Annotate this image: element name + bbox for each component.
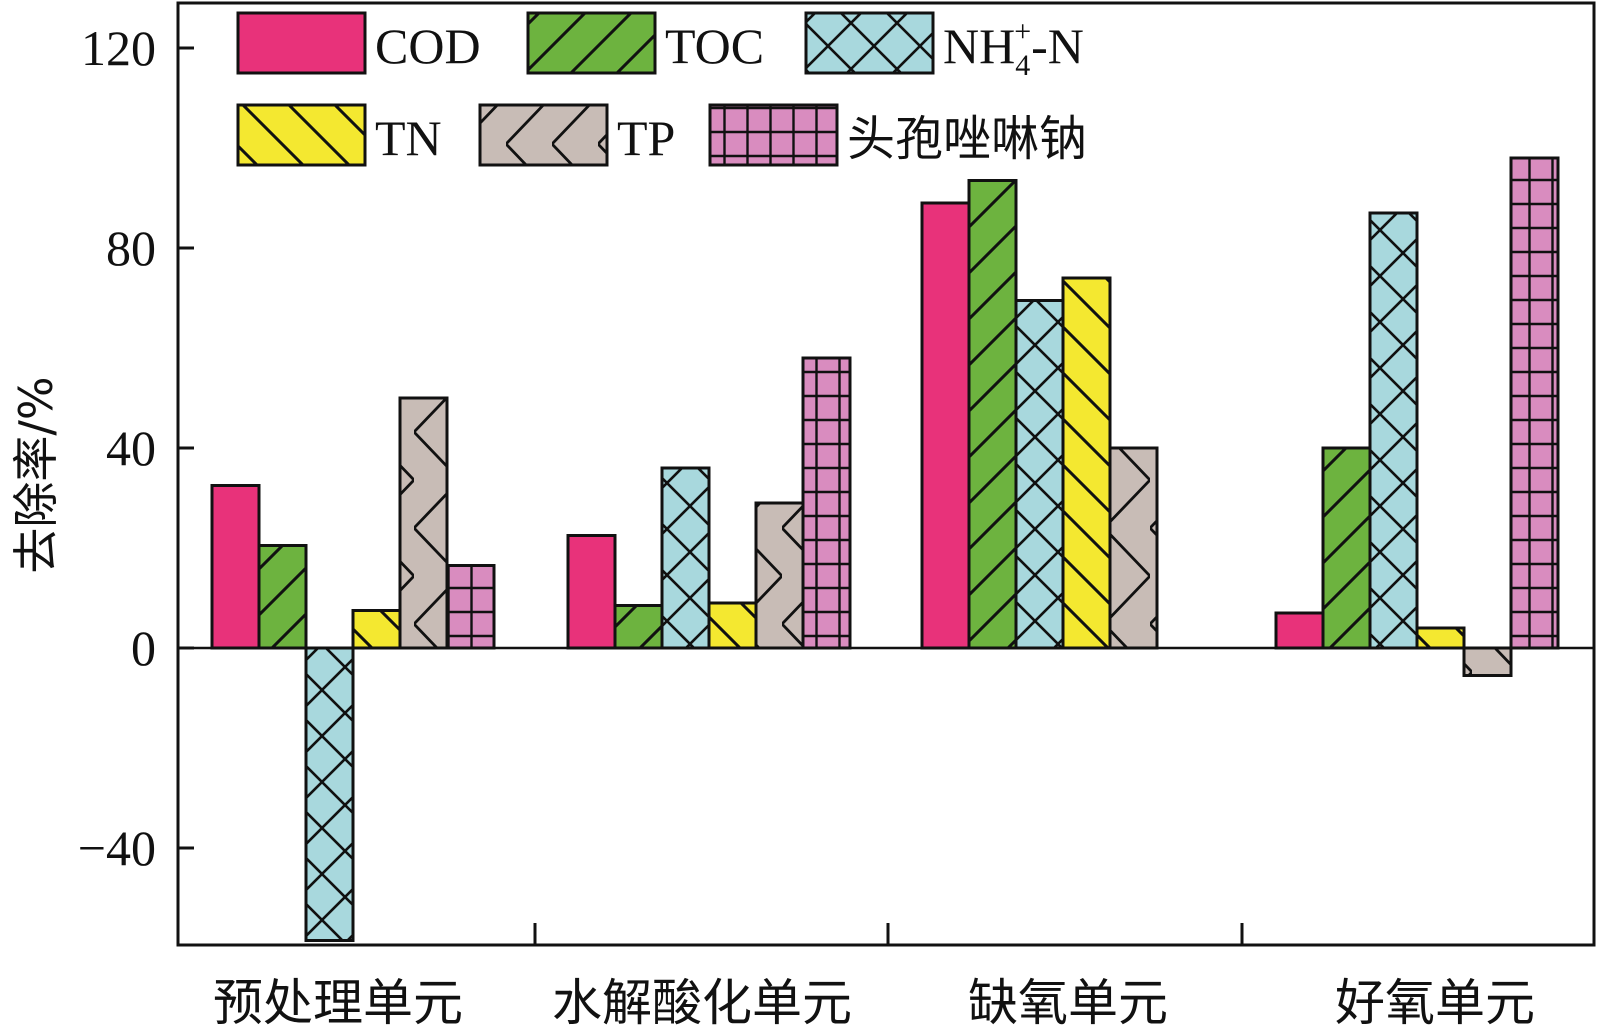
legend-swatch	[236, 103, 367, 167]
bar-nh4n-2	[660, 466, 711, 650]
legend-item: COD	[236, 11, 481, 75]
legend-item: TOC	[526, 11, 764, 75]
x-tick-label: 预处理单元	[213, 974, 463, 1031]
y-tick-label: 0	[131, 620, 156, 676]
bar-nh4n-4	[1368, 211, 1419, 650]
bar-tn-3	[1061, 276, 1112, 650]
legend-label: TP	[617, 110, 675, 166]
bar-cod-3	[920, 201, 971, 650]
y-axis-label: 去除率/%	[9, 376, 63, 573]
bar-tp-4	[1462, 646, 1513, 677]
bar-cod-1	[210, 484, 261, 650]
x-tick-label: 好氧单元	[1335, 974, 1535, 1031]
legend: COD TOC NH4+-N TN TP 头孢唑啉钠	[236, 11, 1087, 167]
bar-tp-1	[398, 396, 449, 650]
bar-cod-2	[566, 534, 617, 650]
bar-nh4n-3	[1014, 299, 1065, 650]
bar-toc-3	[967, 179, 1018, 650]
bar-tp-2	[754, 501, 805, 650]
legend-swatch	[526, 11, 657, 75]
legend-swatch	[236, 11, 367, 75]
legend-item: NH4+-N	[804, 11, 1084, 82]
bar--2	[801, 356, 852, 650]
y-tick-label: 80	[106, 220, 156, 276]
legend-label: NH4+-N	[943, 15, 1084, 82]
legend-item: TP	[478, 103, 675, 167]
legend-item: TN	[236, 103, 442, 167]
y-tick-label: 40	[106, 420, 156, 476]
legend-swatch	[708, 103, 839, 167]
x-tick-label: 缺氧单元	[968, 974, 1168, 1031]
legend-swatch	[478, 103, 609, 167]
bar-nh4n-1	[304, 646, 355, 942]
y-tick-label: −40	[78, 820, 156, 876]
bar-tp-3	[1108, 446, 1159, 650]
plot-area	[210, 156, 1560, 942]
legend-label: TOC	[665, 18, 764, 74]
bar-tn-1	[351, 609, 402, 650]
legend-label: 头孢唑啉钠	[847, 111, 1087, 167]
legend-swatch	[804, 11, 935, 75]
bar--1	[445, 564, 496, 650]
bar-tn-2	[707, 601, 758, 650]
legend-label: TN	[375, 110, 442, 166]
axes: −40 0 40 80 120 预处理单元 水解酸化单元 缺氧单元 好氧单元	[78, 1, 1596, 1031]
bar-toc-1	[257, 544, 308, 650]
legend-label: COD	[375, 18, 481, 74]
x-tick-label: 水解酸化单元	[552, 974, 852, 1031]
bar-tn-4	[1415, 626, 1466, 650]
bar-toc-4	[1321, 446, 1372, 650]
legend-item: 头孢唑啉钠	[708, 103, 1087, 167]
bar-cod-4	[1274, 611, 1325, 650]
bar--4	[1509, 156, 1560, 650]
plot-frame	[176, 1, 1596, 947]
y-tick-label: 120	[81, 20, 156, 76]
bar-toc-2	[613, 604, 664, 650]
